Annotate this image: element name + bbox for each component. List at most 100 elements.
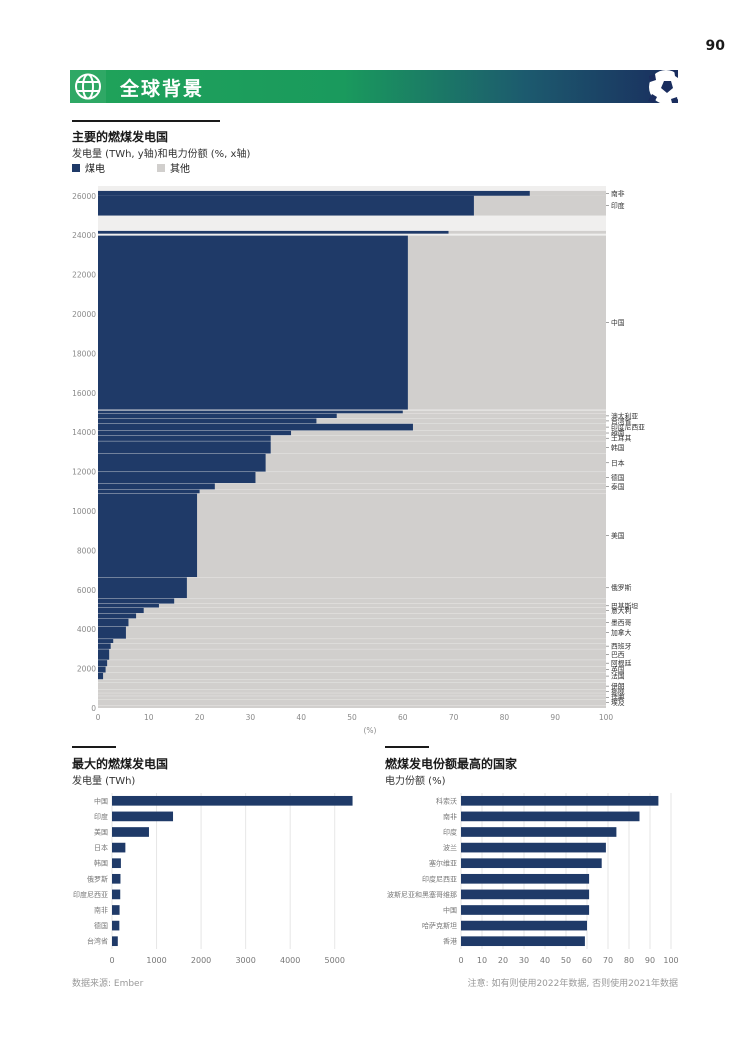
country-label: 中国 bbox=[611, 318, 625, 327]
other-segment bbox=[110, 643, 606, 649]
country-label: 泰国 bbox=[611, 482, 625, 491]
other-segment bbox=[103, 672, 606, 680]
coal-segment bbox=[98, 613, 137, 619]
coal-segment bbox=[98, 453, 266, 472]
other-segment bbox=[158, 603, 606, 608]
x-tick-label: 70 bbox=[449, 713, 459, 722]
football-icon bbox=[644, 70, 678, 103]
chart-legend: 煤电 其他 bbox=[72, 160, 190, 175]
footnote: 注意: 如有则使用2022年数据, 否则使用2021年数据 bbox=[467, 979, 678, 989]
country-label: 日本 bbox=[611, 458, 625, 467]
country-label: 阿根廷 bbox=[611, 659, 632, 668]
category-label: 韩国 bbox=[94, 859, 108, 868]
country-label: 巴西 bbox=[611, 651, 625, 659]
other-segment bbox=[125, 626, 606, 639]
coal-segment bbox=[98, 660, 108, 667]
data-source: 数据来源: Ember bbox=[72, 979, 144, 989]
bar bbox=[112, 920, 120, 931]
category-label: 塞尔维亚 bbox=[429, 859, 457, 868]
other-segment bbox=[98, 705, 606, 708]
bar bbox=[112, 873, 121, 884]
y-tick-label: 12000 bbox=[72, 468, 96, 477]
other-segment bbox=[107, 660, 607, 667]
coal-segment bbox=[98, 413, 337, 419]
other-segment bbox=[407, 235, 606, 410]
category-label: 哈萨克斯坦 bbox=[422, 921, 457, 930]
y-tick-label: 0 bbox=[91, 704, 96, 713]
bar bbox=[112, 811, 174, 822]
country-label: 澳大利亚 bbox=[611, 411, 638, 420]
other-segment bbox=[98, 693, 606, 696]
other-segment bbox=[113, 639, 607, 643]
country-label: 瑞典 bbox=[611, 693, 625, 702]
coal-segment bbox=[98, 435, 271, 441]
country-label: 韩国 bbox=[611, 443, 625, 452]
other-segment bbox=[402, 410, 606, 414]
category-label: 南非 bbox=[443, 812, 457, 821]
country-label: 台湾省 bbox=[611, 416, 632, 425]
x-tick-label: 100 bbox=[599, 713, 614, 722]
bar bbox=[461, 905, 590, 915]
category-label: 中国 bbox=[94, 796, 108, 805]
coal-segment bbox=[98, 643, 111, 649]
other-segment bbox=[143, 607, 606, 614]
other-segment bbox=[214, 483, 606, 490]
other-segment bbox=[265, 453, 606, 472]
globe-icon bbox=[70, 70, 106, 103]
y-tick-label: 20000 bbox=[72, 310, 96, 319]
x-tick-label: 10 bbox=[477, 956, 487, 965]
coal-segment bbox=[98, 493, 198, 578]
y-tick-label: 8000 bbox=[77, 546, 96, 555]
x-tick-label: 30 bbox=[519, 956, 529, 965]
coal-segment bbox=[98, 423, 413, 431]
y-tick-label: 18000 bbox=[72, 349, 96, 358]
bar bbox=[461, 842, 606, 853]
category-label: 德国 bbox=[94, 921, 108, 930]
x-tick-label: 5000 bbox=[325, 956, 345, 965]
coal-segment bbox=[98, 410, 403, 414]
section-title: 全球背景 bbox=[120, 78, 205, 100]
category-label: 科索沃 bbox=[436, 796, 457, 805]
bar bbox=[112, 889, 121, 900]
largest-coal-subtitle: 发电量 (TWh) bbox=[72, 776, 136, 787]
coal-segment bbox=[98, 430, 292, 436]
other-segment bbox=[98, 679, 606, 683]
coal-segment bbox=[98, 489, 200, 494]
other-segment bbox=[98, 699, 606, 706]
country-label: 美国 bbox=[611, 531, 625, 540]
category-label: 印度 bbox=[443, 828, 457, 837]
x-tick-label: 80 bbox=[624, 956, 634, 965]
other-segment bbox=[186, 577, 606, 599]
other-segment bbox=[412, 423, 606, 431]
other-segment bbox=[473, 195, 606, 216]
bar bbox=[461, 811, 640, 822]
coal-segment bbox=[98, 607, 144, 614]
y-tick-label: 14000 bbox=[72, 428, 96, 437]
coal-segment bbox=[98, 649, 110, 660]
y-tick-label: 4000 bbox=[77, 625, 96, 634]
x-tick-label: 60 bbox=[398, 713, 408, 722]
top-chart-subtitle: 发电量 (TWh, y轴)和电力份额 (%, x轴) bbox=[72, 149, 251, 160]
section-rule bbox=[385, 746, 429, 748]
x-tick-label: 20 bbox=[498, 956, 508, 965]
other-segment bbox=[336, 413, 606, 419]
category-label: 俄罗斯 bbox=[87, 874, 108, 883]
other-segment bbox=[109, 649, 606, 660]
legend-swatch-coal bbox=[72, 163, 80, 172]
other-segment bbox=[128, 618, 606, 627]
bar bbox=[461, 873, 590, 884]
largest-coal-bar-chart: 0 1000 2000 3000 4000 5000 中国印度美国日本韩国俄罗斯印度尼西亚南… bbox=[73, 793, 353, 965]
coal-segment bbox=[98, 598, 175, 604]
x-tick-label: 3000 bbox=[235, 956, 255, 965]
coal-segment bbox=[98, 441, 271, 454]
category-label: 印度尼西亚 bbox=[422, 874, 457, 883]
coal-share-title: 燃煤发电份额最高的国家 bbox=[385, 757, 518, 771]
category-label: 台湾省 bbox=[87, 937, 108, 946]
other-segment bbox=[98, 696, 606, 700]
x-tick-label: 20 bbox=[195, 713, 205, 722]
bar bbox=[112, 842, 126, 853]
country-label: 南非 bbox=[611, 189, 625, 198]
legend-label-other: 其他 bbox=[170, 164, 190, 175]
y-tick-label: 24000 bbox=[72, 231, 96, 240]
bar bbox=[112, 827, 149, 837]
